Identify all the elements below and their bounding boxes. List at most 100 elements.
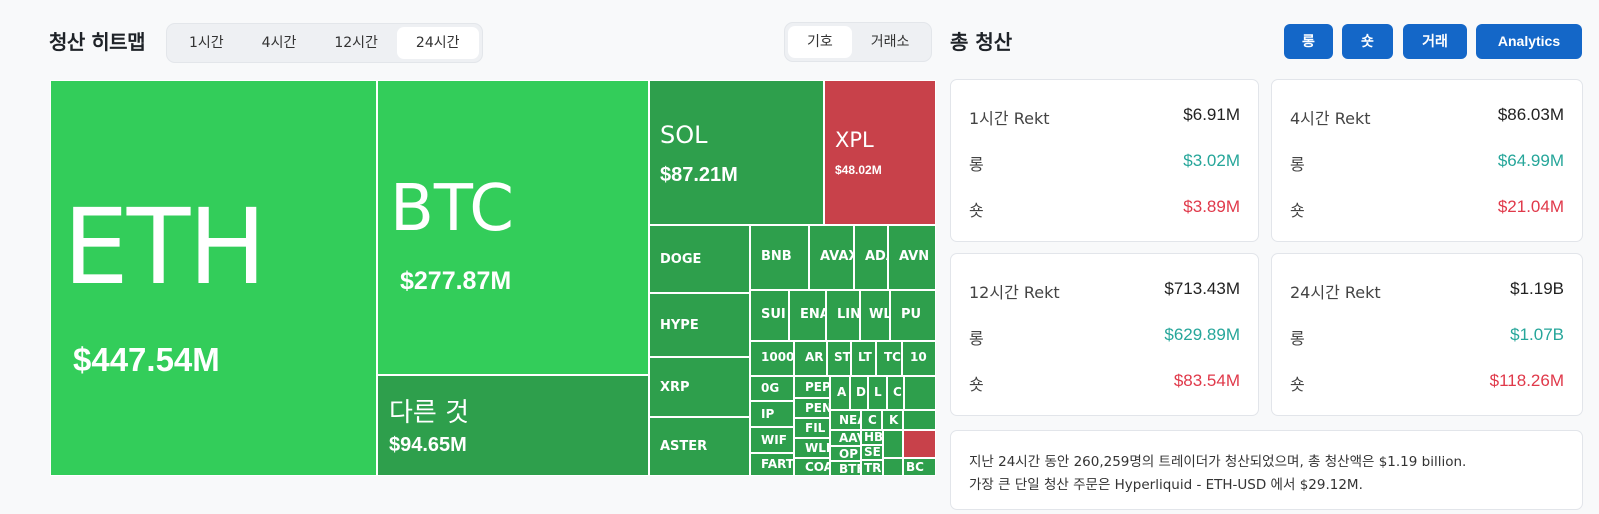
tile-xpl[interactable]: XPL $48.02M — [824, 80, 936, 225]
card-12h-total: $713.43M — [1164, 279, 1240, 298]
tile-ena-name: ENA — [800, 307, 825, 322]
tile-unlabeled-3[interactable] — [883, 430, 903, 458]
tile-op-name: OP — [839, 447, 858, 461]
tile-bnb[interactable]: BNB — [750, 225, 809, 290]
tile-lin[interactable]: LIN — [826, 290, 860, 341]
tile-other[interactable]: 다른 것 $94.65M — [377, 375, 649, 476]
tile-pu[interactable]: PU — [890, 290, 936, 341]
card-4h-label: 4시간 Rekt — [1290, 109, 1371, 128]
tile-c[interactable]: C — [887, 376, 904, 410]
tile-10[interactable]: 10 — [902, 341, 936, 376]
card-24h-short: $118.26M — [1489, 371, 1564, 390]
tile-hype[interactable]: HYPE — [649, 293, 750, 357]
tile-wl-name: WL — [869, 307, 890, 322]
tile-pu-name: PU — [901, 307, 922, 322]
tile-wld[interactable]: WLD — [794, 438, 830, 458]
tile-st[interactable]: ST — [827, 341, 851, 376]
tile-k[interactable]: K — [882, 410, 903, 430]
tile-wif[interactable]: WIF — [750, 427, 794, 453]
tile-btc-value: $277.87M — [400, 267, 512, 295]
tile-unlabeled-red[interactable] — [903, 430, 936, 458]
tile-1000[interactable]: 1000I — [750, 341, 794, 376]
tile-hype-name: HYPE — [660, 318, 699, 333]
tile-wld-name: WLD — [805, 441, 829, 455]
tile-xpl-value: $48.02M — [835, 163, 882, 177]
tile-tc[interactable]: TC — [876, 341, 902, 376]
tile-sol-value: $87.21M — [660, 164, 738, 186]
tile-se[interactable]: SE — [861, 445, 883, 460]
trade-button[interactable]: 거래 — [1403, 24, 1467, 59]
tile-l-name: L — [874, 385, 882, 399]
card-24h-short-label: 숏 — [1290, 375, 1305, 394]
card-4h-total: $86.03M — [1497, 105, 1564, 124]
tab-4h[interactable]: 4시간 — [261, 35, 297, 51]
summary-line-2: 가장 큰 단일 청산 주문은 Hyperliquid - ETH-USD 에서 … — [969, 477, 1363, 493]
tile-coa[interactable]: COA — [794, 458, 830, 476]
long-button[interactable]: 롱 — [1284, 24, 1333, 59]
card-1h-long: $3.02M — [1183, 151, 1240, 170]
tile-l[interactable]: L — [868, 376, 887, 410]
tile-unlabeled-2[interactable] — [903, 410, 936, 430]
tile-ada[interactable]: ADA — [854, 225, 888, 290]
tile-aav[interactable]: AAV — [830, 430, 861, 446]
tab-symbol[interactable]: 기호 — [788, 26, 852, 58]
tile-bc-name: BC — [906, 460, 924, 474]
page-title: 청산 히트맵 — [49, 30, 145, 54]
card-12h: 12시간 Rekt $713.43M 롱 $629.89M 숏 $83.54M — [950, 253, 1259, 416]
tile-d[interactable]: D — [850, 376, 868, 410]
tile-doge-name: DOGE — [660, 252, 702, 267]
tile-c2-name: C — [868, 413, 877, 427]
card-1h-long-label: 롱 — [969, 155, 984, 174]
tile-hb[interactable]: HB — [861, 430, 883, 445]
tile-btr[interactable]: BTF — [830, 461, 861, 476]
tile-doge[interactable]: DOGE — [649, 225, 750, 293]
tile-fil[interactable]: FIL — [794, 418, 830, 438]
card-1h-short-label: 숏 — [969, 201, 984, 220]
tile-ip[interactable]: IP — [750, 401, 794, 427]
tab-exchange[interactable]: 거래소 — [870, 34, 910, 50]
card-12h-long-label: 롱 — [969, 329, 984, 348]
tile-ena[interactable]: ENA — [789, 290, 826, 341]
tab-1h[interactable]: 1시간 — [189, 35, 224, 51]
tile-tr[interactable]: TR — [861, 460, 883, 476]
tile-nea[interactable]: NEA — [830, 410, 861, 430]
tile-c2[interactable]: C — [861, 410, 882, 430]
tile-eth[interactable]: ETH $447.54M — [50, 80, 377, 476]
tile-op[interactable]: OP — [830, 446, 861, 461]
card-12h-short: $83.54M — [1173, 371, 1240, 390]
card-12h-short-label: 숏 — [969, 375, 984, 394]
tile-0g[interactable]: 0G — [750, 376, 794, 401]
tile-ar[interactable]: AR — [794, 341, 827, 376]
tile-bnb-name: BNB — [761, 249, 792, 264]
tab-24h[interactable]: 24시간 — [396, 27, 479, 59]
tile-lt[interactable]: LT — [851, 341, 876, 376]
tile-sui[interactable]: SUI — [750, 290, 789, 341]
tile-1000-name: 1000I — [761, 350, 794, 364]
analytics-button[interactable]: Analytics — [1476, 24, 1582, 59]
tile-bc[interactable]: BC — [903, 458, 936, 476]
tile-unlabeled-4[interactable] — [883, 458, 903, 476]
tile-btc[interactable]: BTC $277.87M — [377, 80, 649, 375]
tile-k-name: K — [889, 413, 899, 427]
tile-pep[interactable]: PEP — [794, 376, 830, 398]
tile-unlabeled-1[interactable] — [904, 376, 936, 410]
tile-pep-name: PEP — [805, 380, 830, 394]
tile-se-name: SE — [864, 445, 881, 459]
card-1h: 1시간 Rekt $6.91M 롱 $3.02M 숏 $3.89M — [950, 79, 1259, 242]
tile-wl[interactable]: WL — [860, 290, 890, 341]
tile-aster[interactable]: ASTER — [649, 417, 750, 476]
tile-eth-name: ETH — [63, 186, 266, 308]
tile-avax[interactable]: AVAX — [809, 225, 854, 290]
tile-sol[interactable]: SOL $87.21M — [649, 80, 824, 225]
short-button[interactable]: 숏 — [1342, 24, 1393, 59]
card-4h-short-label: 숏 — [1290, 201, 1305, 220]
tile-pen[interactable]: PEN — [794, 398, 830, 418]
tile-fart[interactable]: FART — [750, 453, 794, 476]
tile-avn[interactable]: AVN — [888, 225, 936, 290]
tile-btr-name: BTF — [839, 462, 860, 476]
tile-lin-name: LIN — [837, 307, 860, 322]
tile-a[interactable]: A — [830, 376, 850, 410]
tile-eth-value: $447.54M — [73, 341, 220, 378]
tile-xrp[interactable]: XRP — [649, 357, 750, 417]
tab-12h[interactable]: 12시간 — [334, 35, 378, 51]
